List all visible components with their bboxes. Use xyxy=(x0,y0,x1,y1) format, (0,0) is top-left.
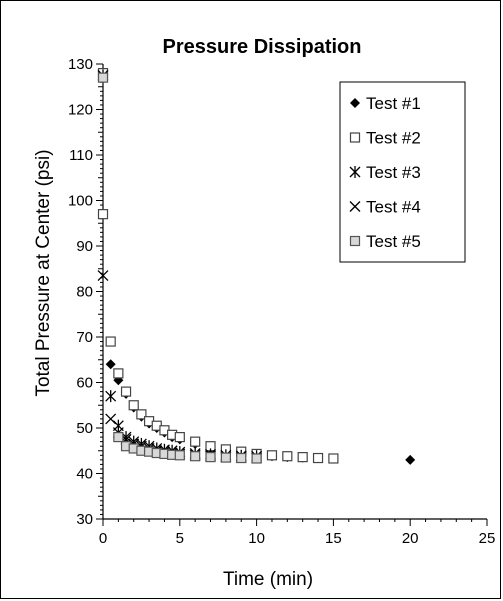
legend-label: Test #5 xyxy=(366,232,421,251)
y-tick-label: 80 xyxy=(76,284,93,301)
series-test-2 xyxy=(97,67,339,464)
legend-label: Test #1 xyxy=(366,94,421,113)
series-test-5 xyxy=(97,72,262,464)
legend-marker xyxy=(349,166,361,178)
chart-title: Pressure Dissipation xyxy=(163,36,362,58)
data-point xyxy=(97,72,109,83)
y-tick-label: 60 xyxy=(76,375,93,392)
legend-item-test-1: Test #1 xyxy=(350,94,421,113)
data-point xyxy=(220,452,231,463)
x-axis-label: Time (min) xyxy=(223,569,313,590)
data-point xyxy=(105,413,117,425)
data-point xyxy=(297,452,308,463)
data-point xyxy=(113,432,124,443)
x-tick-label: 10 xyxy=(248,530,265,547)
legend-item-test-5: Test #5 xyxy=(349,232,421,251)
data-point xyxy=(174,432,185,443)
legend-marker xyxy=(349,201,361,212)
y-tick-label: 130 xyxy=(68,56,93,73)
data-point xyxy=(328,453,339,464)
x-tick-label: 0 xyxy=(99,530,107,547)
data-point xyxy=(128,400,139,411)
data-point xyxy=(251,453,262,464)
y-tick-label: 50 xyxy=(76,420,93,437)
x-tick-label: 15 xyxy=(325,530,342,547)
legend-marker xyxy=(349,235,361,247)
x-tick-label: 20 xyxy=(402,530,419,547)
legend-item-test-3: Test #3 xyxy=(349,163,421,182)
y-tick-label: 40 xyxy=(76,466,93,483)
data-point xyxy=(205,452,216,463)
axes: 30 40 50 60 70 80 90 100 110 120 130 0 5 10 15 20 25 xyxy=(68,56,495,547)
series-test-3 xyxy=(97,69,263,463)
data-point xyxy=(190,451,201,462)
data-point xyxy=(113,368,124,379)
x-tick-label: 25 xyxy=(479,530,496,547)
data-point xyxy=(105,336,116,347)
legend-box xyxy=(339,81,466,263)
data-point xyxy=(236,452,247,464)
data-point xyxy=(282,451,293,462)
legend-item-test-4: Test #4 xyxy=(349,198,421,217)
y-axis-label: Total Pressure at Center (psi) xyxy=(33,149,54,396)
data-point xyxy=(105,390,117,403)
legend-marker xyxy=(350,98,360,108)
data-point xyxy=(405,454,416,465)
data-point xyxy=(190,436,201,447)
data-point xyxy=(136,409,147,420)
legend-label: Test #3 xyxy=(366,163,421,182)
y-tick-label: 120 xyxy=(68,102,93,119)
data-point xyxy=(97,270,109,282)
y-tick-label: 110 xyxy=(69,147,93,164)
data-point xyxy=(312,452,324,464)
y-tick-label: 30 xyxy=(76,511,93,528)
data-point xyxy=(105,359,116,370)
data-point xyxy=(174,450,185,461)
data-marks xyxy=(97,67,416,465)
y-tick-label: 90 xyxy=(76,238,93,255)
data-point xyxy=(120,386,132,397)
data-point xyxy=(97,209,109,220)
legend-label: Test #2 xyxy=(366,129,421,148)
legend-item-test-2: Test #2 xyxy=(349,129,421,148)
legend-label: Test #4 xyxy=(366,198,421,217)
y-tick-label: 100 xyxy=(68,193,93,210)
legend: Test #1 Test #2 Test #3 Test #4 Test #5 xyxy=(349,94,421,251)
x-tick-label: 5 xyxy=(176,530,184,547)
y-tick-label: 70 xyxy=(76,329,93,346)
data-point xyxy=(266,450,278,461)
legend-marker xyxy=(349,132,361,143)
